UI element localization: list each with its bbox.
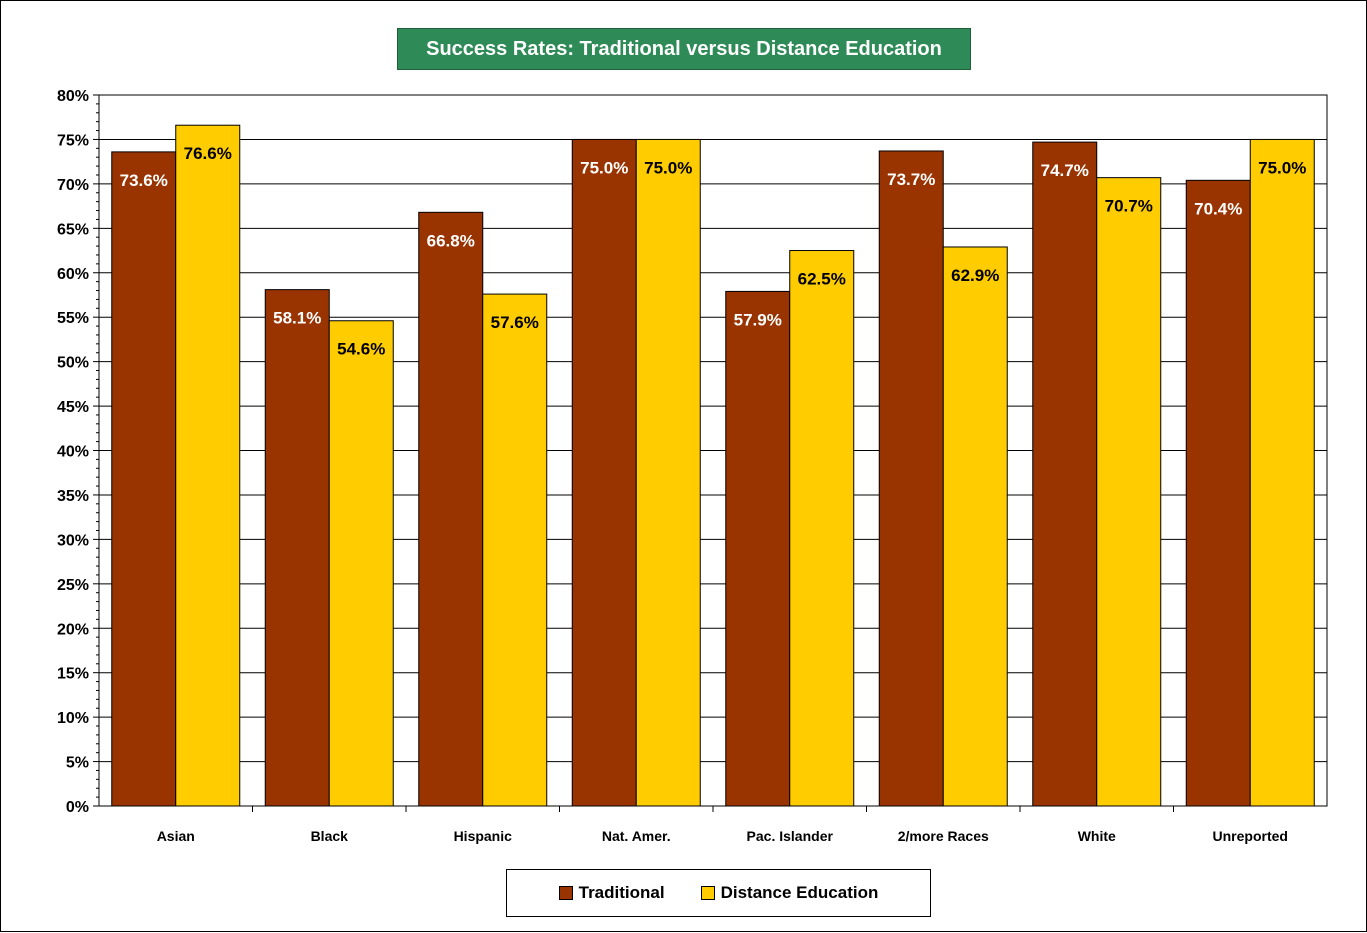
y-tick-label: 10%: [57, 710, 89, 727]
x-tick-label: Pac. Islander: [747, 828, 834, 844]
bar-traditional: [1185, 179, 1251, 807]
data-label: 57.9%: [734, 310, 782, 329]
y-tick-label: 55%: [57, 310, 89, 327]
x-tick-label: Asian: [157, 828, 195, 844]
x-tick-label: Unreported: [1213, 828, 1288, 844]
data-label: 62.5%: [798, 270, 846, 289]
bar-traditional: [878, 150, 944, 807]
y-tick-label: 75%: [57, 132, 89, 149]
x-tick-label: Nat. Amer.: [602, 828, 671, 844]
y-tick-label: 45%: [57, 399, 89, 416]
bar-distance-education: [175, 124, 241, 807]
bar-traditional: [1032, 141, 1098, 807]
bar-traditional: [264, 289, 330, 807]
x-tick-label: White: [1078, 828, 1116, 844]
y-tick-label: 60%: [57, 266, 89, 283]
data-label: 73.7%: [887, 170, 935, 189]
bar-traditional: [725, 290, 791, 807]
bar-distance-education: [328, 320, 394, 807]
chart-title: Success Rates: Traditional versus Distan…: [397, 28, 971, 70]
data-labels: 73.6% 76.6% 58.1% 54.6% 66.8% 57.6% 75.0% 75.0%…: [120, 144, 1307, 359]
y-tick-label: 80%: [57, 88, 89, 105]
data-label: 70.7%: [1105, 197, 1153, 216]
bar-distance-education: [482, 293, 548, 807]
bar-traditional: [418, 211, 484, 807]
data-label: 75.0%: [1258, 158, 1306, 177]
y-tick-label: 0%: [66, 799, 89, 816]
y-tick-label: 40%: [57, 444, 89, 461]
legend-swatch-traditional: [558, 886, 573, 900]
y-tick-label: 65%: [57, 221, 89, 238]
y-tick-label: 20%: [57, 621, 89, 638]
data-label: 58.1%: [273, 309, 321, 328]
bar-distance-education: [789, 250, 855, 807]
bar-distance-education: [1096, 177, 1162, 807]
legend: Traditional Distance Education: [506, 869, 931, 917]
data-label: 70.4%: [1194, 199, 1242, 218]
data-label: 76.6%: [184, 144, 232, 163]
legend-item-traditional: Traditional: [558, 883, 665, 903]
y-tick-label: 30%: [57, 532, 89, 549]
data-label: 75.0%: [644, 158, 692, 177]
data-label: 62.9%: [951, 266, 999, 285]
y-tick-label: 15%: [57, 666, 89, 683]
x-tick-label: Hispanic: [454, 828, 513, 844]
bar-traditional: [111, 151, 177, 807]
data-label: 75.0%: [580, 158, 628, 177]
bar-distance-education: [635, 138, 701, 807]
y-tick-label: 70%: [57, 177, 89, 194]
axes: 0% 5% 10% 15% 20% 25% 30% 35% 40% 45% 50% 55% 60% 65%…: [57, 88, 1327, 844]
y-tick-label: 50%: [57, 355, 89, 372]
bar-traditional: [571, 138, 637, 807]
legend-label-distance-education: Distance Education: [720, 883, 879, 902]
data-label: 57.6%: [491, 313, 539, 332]
data-label: 66.8%: [427, 231, 475, 250]
x-tick-label: Black: [311, 828, 349, 844]
bar-distance-education: [1249, 138, 1315, 807]
bars: [111, 124, 1315, 807]
data-label: 54.6%: [337, 340, 385, 359]
legend-label-traditional: Traditional: [578, 883, 665, 902]
y-tick-label: 35%: [57, 488, 89, 505]
bar-distance-education: [942, 246, 1008, 807]
data-label: 74.7%: [1041, 161, 1089, 180]
y-tick-label: 5%: [66, 755, 89, 772]
y-tick-label: 25%: [57, 577, 89, 594]
legend-item-distance-education: Distance Education: [700, 883, 879, 903]
legend-swatch-distance-education: [700, 886, 715, 900]
x-tick-label: 2/more Races: [898, 828, 989, 844]
data-label: 73.6%: [120, 171, 168, 190]
